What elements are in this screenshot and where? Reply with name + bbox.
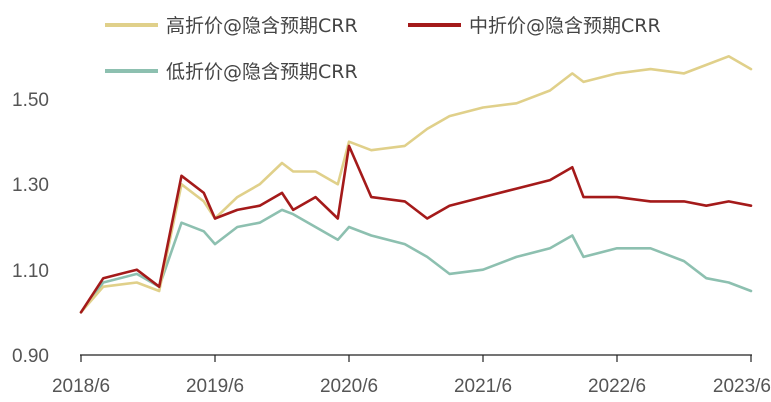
legend-label-low: 低折价@隐含预期CRR — [166, 61, 358, 83]
series-line-high — [79, 54, 753, 314]
series-line-mid — [79, 144, 753, 314]
y-axis: 0.90 1.10 1.30 1.50 — [12, 90, 49, 367]
x-tick-label-3: 2021/6 — [454, 376, 512, 397]
legend-label-mid: 中折价@隐含预期CRR — [469, 15, 661, 37]
legend: 高折价@隐含预期CRR 中折价@隐含预期CRR 低折价@隐含预期CRR — [105, 15, 661, 83]
x-tick-label-2: 2020/6 — [320, 376, 378, 397]
y-tick-label-1: 1.10 — [12, 261, 49, 282]
x-axis: 2018/6 2019/6 2020/6 2021/6 2022/6 2023/… — [52, 354, 771, 397]
y-tick-label-3: 1.50 — [12, 90, 49, 111]
x-tick-label-0: 2018/6 — [52, 376, 110, 397]
x-tick-label-4: 2022/6 — [588, 376, 646, 397]
x-tick-label-1: 2019/6 — [186, 376, 244, 397]
series-line-low — [79, 208, 753, 314]
legend-label-high: 高折价@隐含预期CRR — [166, 15, 358, 37]
plot-area — [79, 54, 753, 314]
x-tick-label-5: 2023/6 — [713, 376, 771, 397]
y-tick-label-0: 0.90 — [12, 346, 49, 367]
y-tick-label-2: 1.30 — [12, 175, 49, 196]
